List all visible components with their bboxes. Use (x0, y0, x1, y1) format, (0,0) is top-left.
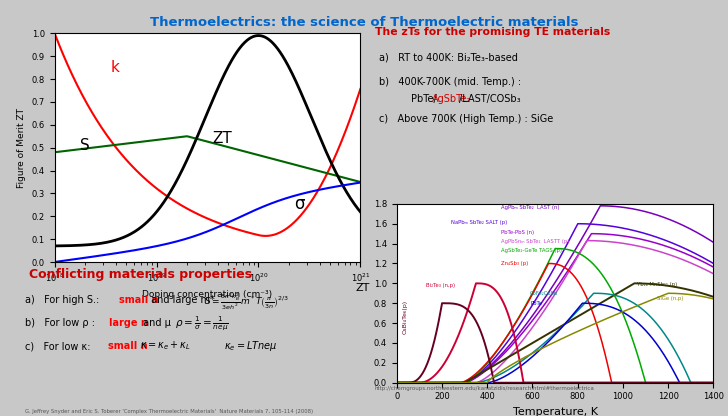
Text: $\kappa = \kappa_e + \kappa_L$: $\kappa = \kappa_e + \kappa_L$ (140, 339, 191, 352)
Text: small n: small n (108, 341, 147, 351)
Text: AgSbTe₂: AgSbTe₂ (432, 94, 471, 104)
Text: $\rho = \frac{1}{\sigma} = \frac{1}{ne\mu}$: $\rho = \frac{1}{\sigma} = \frac{1}{ne\m… (175, 314, 229, 332)
Text: PbTe: PbTe (530, 301, 542, 306)
Text: a)   For high S.:: a) For high S.: (25, 295, 103, 305)
Text: small n: small n (119, 295, 158, 305)
Text: Conflicting materials properties: Conflicting materials properties (29, 268, 252, 281)
Text: ZT: ZT (213, 131, 232, 146)
Text: S: S (80, 138, 90, 153)
Text: large n: large n (109, 318, 148, 328)
Text: c)   Above 700K (High Temp.) : SiGe: c) Above 700K (High Temp.) : SiGe (379, 114, 553, 124)
Text: The zTs for the promising TE materials: The zTs for the promising TE materials (375, 27, 610, 37)
Text: CsBi₄Te₆(p): CsBi₄Te₆(p) (403, 300, 408, 334)
Text: a)   RT to 400K: Bi₂Te₃-based: a) RT to 400K: Bi₂Te₃-based (379, 52, 518, 62)
X-axis label: Doping concentration (cm⁻³): Doping concentration (cm⁻³) (143, 290, 272, 299)
Text: and μ: and μ (140, 318, 170, 328)
Text: Bi₂Te₃ (n,p): Bi₂Te₃ (n,p) (426, 283, 455, 288)
Text: and large m*: and large m* (148, 295, 215, 305)
Text: AgPbₘ SbTe₂  LAST (n): AgPbₘ SbTe₂ LAST (n) (501, 205, 559, 210)
Text: Thermoelectrics: the science of Thermoelectric materials: Thermoelectrics: the science of Thermoel… (150, 16, 578, 29)
Text: CoFe₂CoSb: CoFe₂CoSb (530, 291, 558, 296)
Text: b)   For low ρ :: b) For low ρ : (25, 318, 98, 328)
Text: c)   For low κ:: c) For low κ: (25, 341, 94, 351)
Y-axis label: ZT: ZT (355, 283, 370, 293)
Text: NaPbₘ SbTe₂ SALT (p): NaPbₘ SbTe₂ SALT (p) (451, 220, 507, 225)
Text: PbTe/: PbTe/ (411, 94, 437, 104)
Text: σ: σ (294, 196, 304, 213)
Text: http://chemgroups.northwestern.edu/kanatzidis/research.html#thermoelectrica: http://chemgroups.northwestern.edu/kanat… (375, 386, 595, 391)
Text: k: k (111, 60, 119, 75)
Text: $\kappa_e = LTne\mu$: $\kappa_e = LTne\mu$ (224, 339, 278, 354)
Text: PbTe-PbS (n): PbTe-PbS (n) (501, 230, 534, 235)
Text: AgSbTe₂-GeTe TAGS (p): AgSbTe₂-GeTe TAGS (p) (501, 248, 562, 253)
Text: Yb₁₄ MnSb₁₁ (p): Yb₁₄ MnSb₁₁ (p) (636, 282, 677, 287)
Text: b)   400K-700K (mid. Temp.) :: b) 400K-700K (mid. Temp.) : (379, 77, 521, 87)
X-axis label: Temperature, K: Temperature, K (513, 407, 598, 416)
Text: G. Jeffrey Snyder and Eric S. Toberer 'Complex Thermoelectric Materials'  Nature: G. Jeffrey Snyder and Eric S. Toberer 'C… (25, 409, 314, 414)
Text: $S = \frac{8\pi^2 k_B^2}{3eh^2} m^* T \left(\frac{\pi}{3n}\right)^{2/3}$: $S = \frac{8\pi^2 k_B^2}{3eh^2} m^* T \l… (204, 292, 289, 312)
Text: SiGe (n,p): SiGe (n,p) (657, 296, 684, 301)
Text: AgPbSnₘ SbTe₂  LASTT (p): AgPbSnₘ SbTe₂ LASTT (p) (501, 239, 569, 244)
Text: /LAST/COSb₃: /LAST/COSb₃ (459, 94, 521, 104)
Text: Zn₄Sb₃ (p): Zn₄Sb₃ (p) (501, 261, 528, 267)
Y-axis label: Figure of Merit ZT: Figure of Merit ZT (17, 108, 26, 188)
